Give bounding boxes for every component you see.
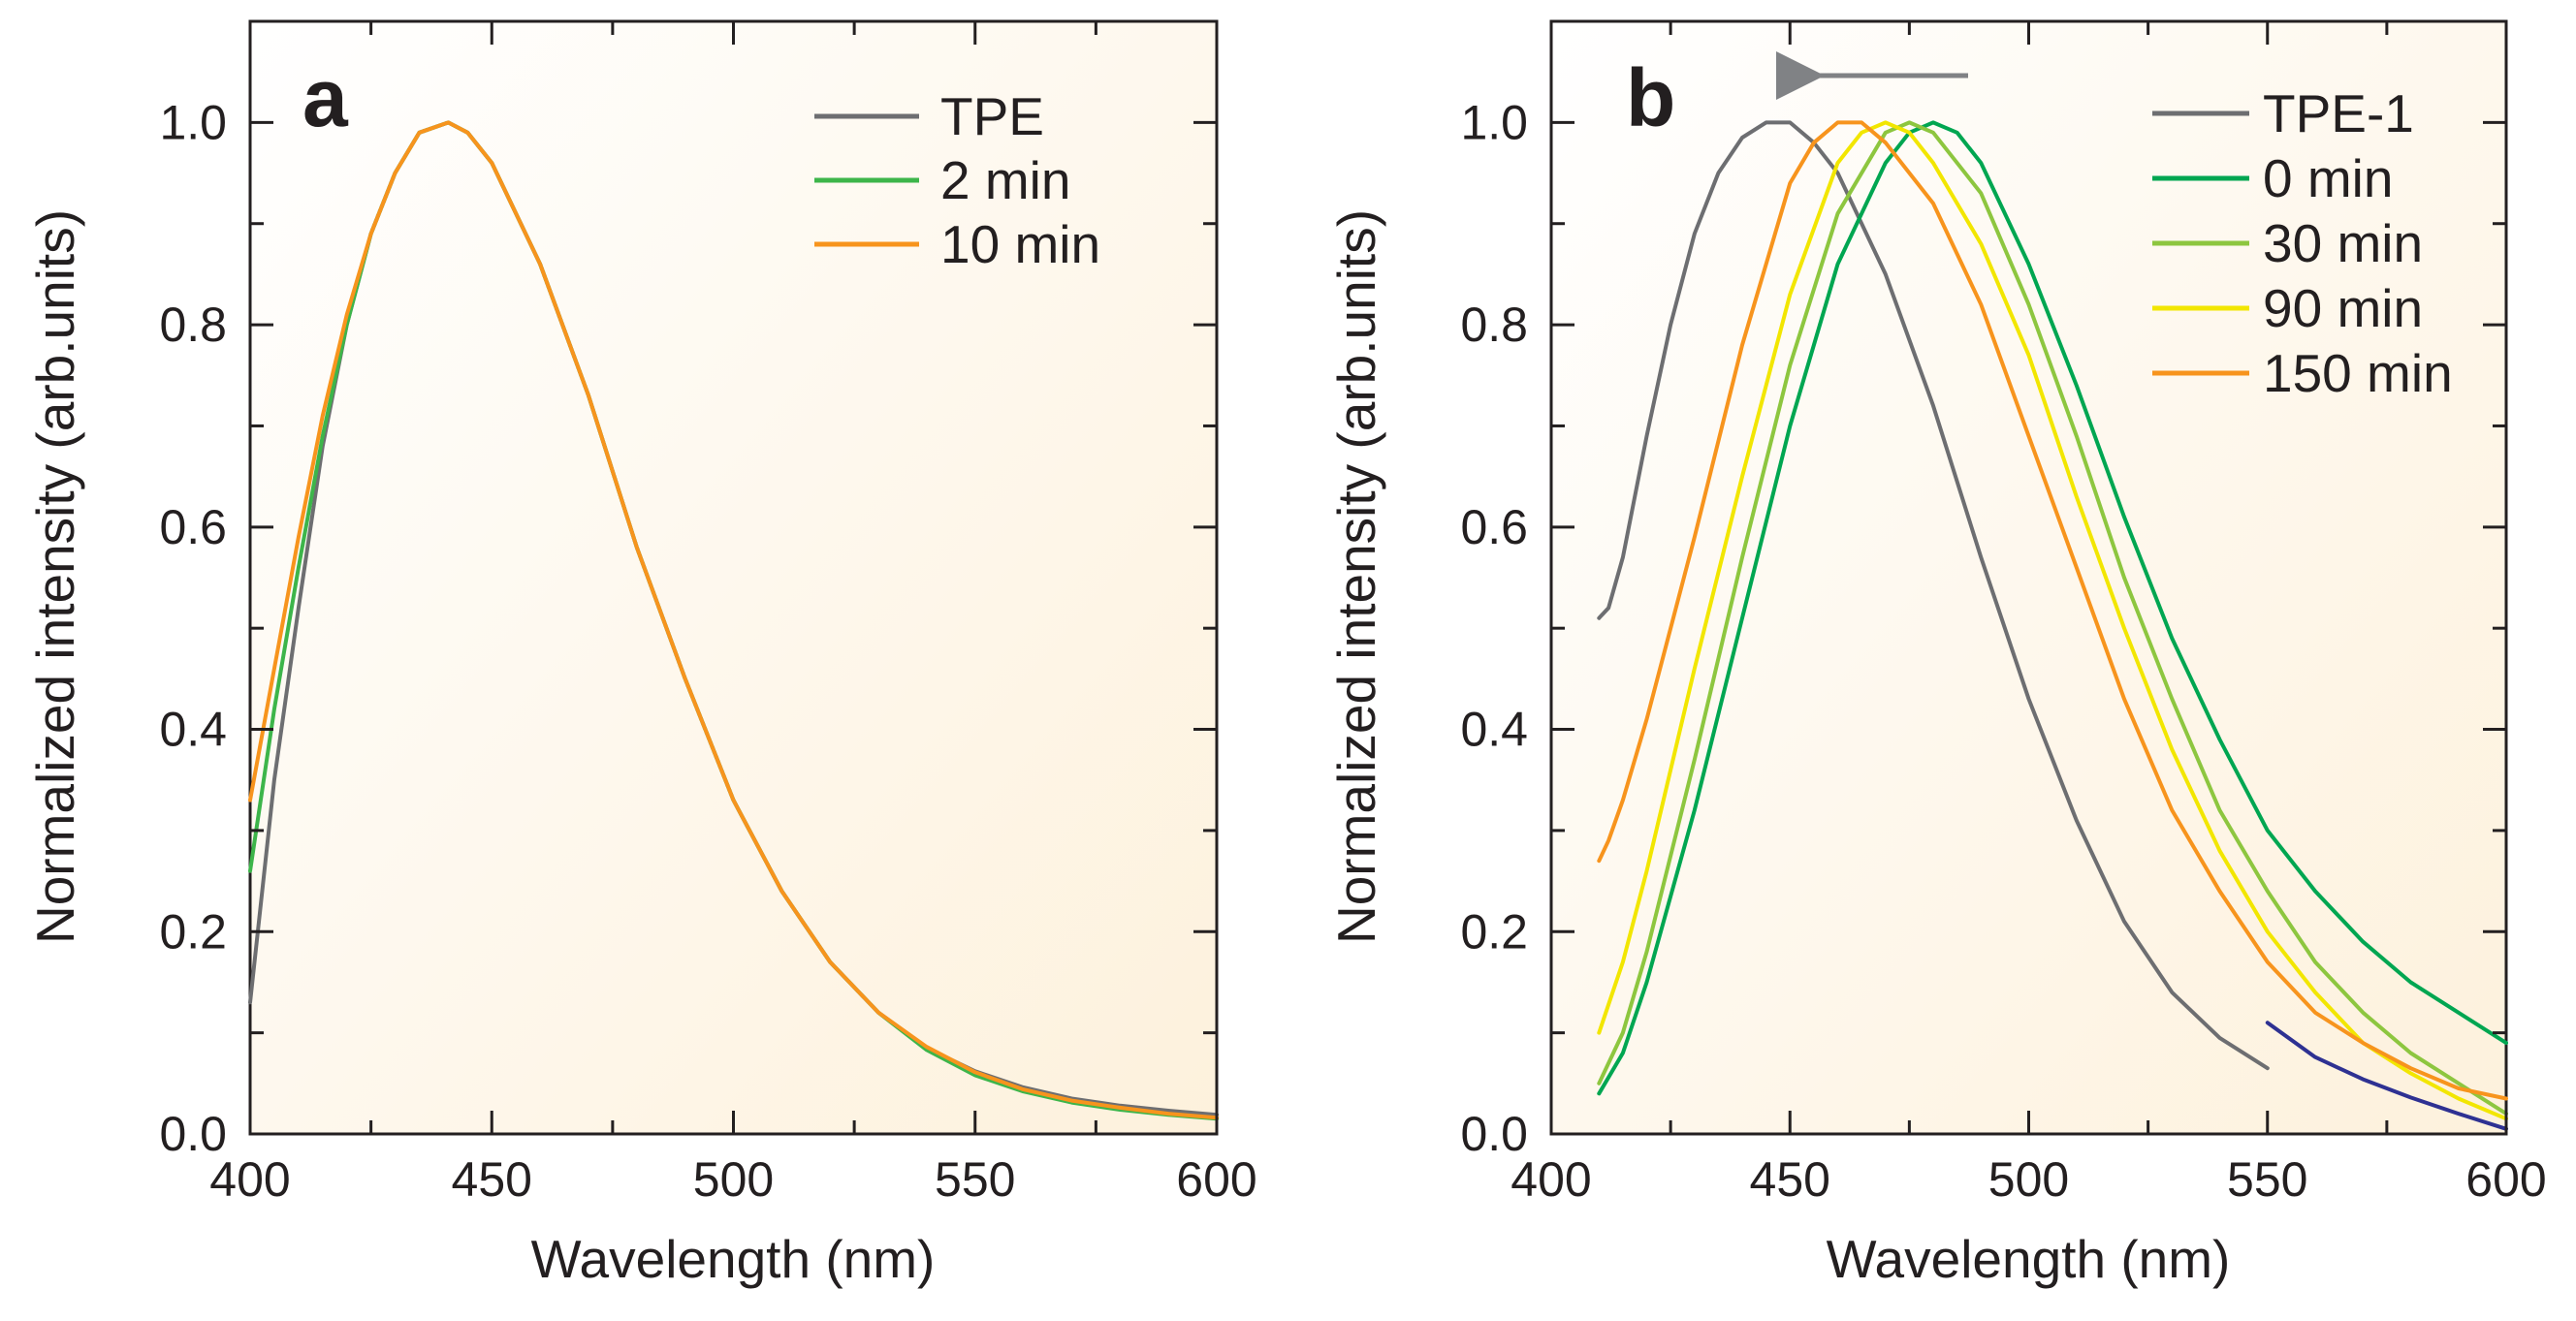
panel-b-legend-label-0-min: 0 min [2263, 148, 2394, 208]
panel-b-x-tick-label-550: 550 [2227, 1152, 2307, 1207]
panel-a-series-lines [248, 120, 1219, 1121]
panel-b-y-tick-label-0-0: 0.0 [1460, 1107, 1528, 1161]
panel-b-y-tick-label-0-6: 0.6 [1460, 500, 1528, 554]
panel-b-x-tick-label-500: 500 [1988, 1152, 2069, 1207]
panel-b-plot-frame [1549, 19, 2508, 1136]
panel-b-ticks: 400 450 500 550 600 0.0 0.2 0.4 0.6 0.8 1.0 [1460, 19, 2547, 1207]
panel-b-x-tick-label-600: 600 [2465, 1152, 2546, 1207]
panel-b-x-axis-title: Wavelength (nm) [1827, 1229, 2231, 1289]
panel-a-y-axis-title: Normalized intensity (arb.units) [25, 209, 85, 944]
panel-a-x-axis-title: Wavelength (nm) [531, 1229, 936, 1289]
panel-b-y-axis-title: Normalized intensity (arb.units) [1326, 209, 1386, 944]
panel-a-legend-label-10-min: 10 min [940, 214, 1100, 274]
panel-a-y-tick-label-0-8: 0.8 [159, 298, 227, 352]
panel-a-ticks: 400 450 500 550 600 0.0 0.2 0.4 0.6 0.8 1.0 [159, 19, 1257, 1207]
panel-a-y-tick-label-0-2: 0.2 [159, 904, 227, 959]
panel-b-legend-label-30-min: 30 min [2263, 213, 2423, 273]
panel-a-x-tick-label-400: 400 [209, 1152, 290, 1207]
panel-b-chart: 400 450 500 550 600 0.0 0.2 0.4 0.6 0.8 1.0 TPE-10… [1326, 19, 2547, 1289]
panel-b-y-tick-label-0-4: 0.4 [1460, 703, 1528, 757]
panel-b-y-tick-label-0-8: 0.8 [1460, 298, 1528, 352]
panel-a-y-tick-label-1-0: 1.0 [159, 95, 227, 149]
panel-b-x-tick-label-400: 400 [1511, 1152, 1591, 1207]
panel-a-series-line-10-min [248, 120, 1219, 1120]
panel-a-y-tick-label-0-0: 0.0 [159, 1107, 227, 1161]
panel-b-y-tick-label-0-2: 0.2 [1460, 904, 1528, 959]
panel-b-legend-label-150-min: 150 min [2263, 343, 2453, 403]
panel-a-y-tick-label-0-6: 0.6 [159, 500, 227, 554]
panel-b-x-tick-label-450: 450 [1750, 1152, 1830, 1207]
panel-b-series-lines [1597, 120, 2508, 1131]
panel-b-legend-label-tpe-1: TPE-1 [2263, 83, 2414, 143]
panel-a-x-tick-label-450: 450 [452, 1152, 532, 1207]
panel-a-x-tick-label-600: 600 [1176, 1152, 1256, 1207]
panel-b-series-line-30-min [1597, 120, 2508, 1117]
panel-b-series-line-tpe-1-tail [2265, 1021, 2508, 1131]
panel-a-plot-frame [248, 19, 1219, 1136]
panel-b-y-tick-label-1-0: 1.0 [1460, 95, 1528, 149]
panel-a-legend-label-2-min: 2 min [940, 150, 1071, 210]
panel-a-y-tick-label-0-4: 0.4 [159, 703, 227, 757]
panel-b-series-line-0-min [1597, 120, 2508, 1096]
panel-a-x-tick-label-500: 500 [693, 1152, 774, 1207]
panel-b-label: b [1626, 52, 1675, 143]
panel-b-series-line-150-min [1597, 120, 2508, 1101]
panel-a-legend-label-tpe: TPE [940, 86, 1044, 146]
panel-b-series-line-90-min [1597, 120, 2508, 1121]
panel-a-x-tick-label-550: 550 [935, 1152, 1015, 1207]
panel-b-legend-label-90-min: 90 min [2263, 278, 2423, 338]
panel-a-label: a [302, 52, 349, 143]
